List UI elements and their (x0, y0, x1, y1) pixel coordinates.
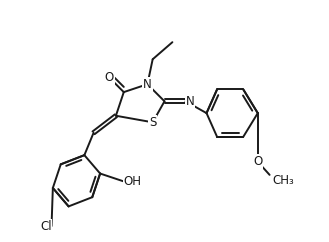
Text: O: O (105, 71, 114, 84)
Text: CH₃: CH₃ (272, 174, 294, 187)
Text: S: S (149, 116, 156, 129)
Text: Cl: Cl (40, 219, 52, 233)
Text: N: N (143, 78, 152, 91)
Text: O: O (253, 155, 263, 168)
Text: N: N (186, 95, 194, 108)
Text: OH: OH (124, 175, 142, 188)
